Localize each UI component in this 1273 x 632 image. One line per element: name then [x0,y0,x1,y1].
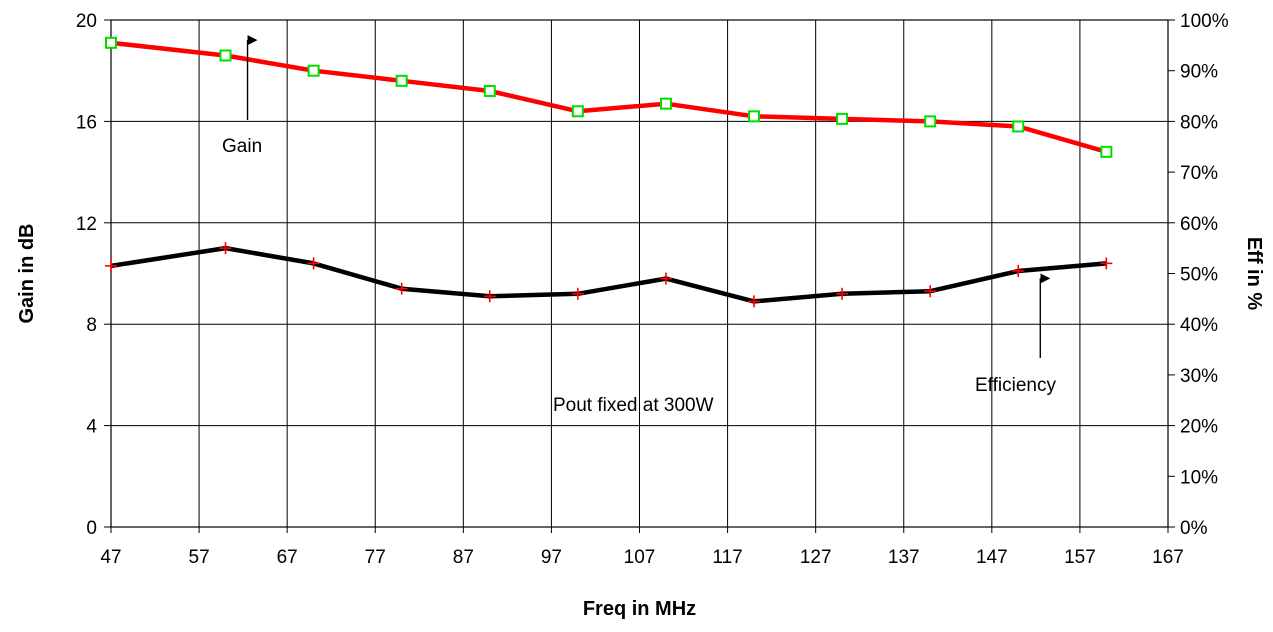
y2-tick-label: 20% [1180,417,1218,438]
axes [104,19,1175,533]
series-0-line [110,40,1107,154]
series-1-point [836,287,849,300]
x-tick-label: 117 [712,547,742,568]
y2-tick-label: 0% [1180,518,1208,539]
y2-tick-label: 90% [1180,62,1218,83]
series-1-point [571,287,584,300]
x-tick-label: 167 [1152,547,1184,568]
plot-frame [110,19,1169,528]
x-tick-label: 127 [800,547,832,568]
y2-tick-label: 60% [1180,214,1218,235]
series-1-point [483,290,496,303]
series-0-point [836,112,849,125]
y-tick-label: 20 [76,11,97,32]
series-0-point [307,64,320,77]
series-1-point [659,272,672,285]
series-1-point [105,259,117,272]
series-1-point [1100,257,1113,270]
series-0-point [1012,120,1025,133]
y2-tick-label: 30% [1180,366,1218,387]
series-0-point [659,97,672,110]
y2-tick-label: 10% [1180,467,1218,488]
series-1-line [110,245,1107,304]
y-tick-label: 12 [76,214,97,235]
x-tick-label: 47 [100,547,121,568]
y-axis-title: Gain in dB [16,224,38,324]
y2-axis-title: Eff in % [1243,237,1265,311]
series-1-point [395,282,408,295]
x-tick-label: 77 [365,547,386,568]
x-tick-label: 97 [541,547,562,568]
efficiency-annotation-label: Efficiency [975,375,1056,396]
series-0-point [924,115,937,128]
x-tick-label: 157 [1064,547,1096,568]
series-0-point [219,49,232,62]
x-tick-label: 147 [976,547,1008,568]
y-tick-label: 0 [86,518,97,539]
y2-tick-label: 80% [1180,112,1218,133]
x-tick-label: 57 [189,547,210,568]
series-1-point [748,295,761,308]
x-tick-label: 87 [453,547,474,568]
series-0-point [571,105,584,118]
series-0-point [395,74,408,87]
series-0-point [483,84,496,97]
y-tick-label: 8 [86,315,97,336]
series-layer [105,36,1113,308]
gain-annotation-label: Gain [222,136,262,157]
series-0-point [1100,145,1113,158]
series-0-point [748,110,761,123]
series-1-point [219,242,232,255]
tick-labels: 47 57 67 77 87 97 107 117 127 137 147 157 167 0 4 8 12 16… [76,11,1229,568]
annotations [246,35,1051,358]
x-tick-label: 107 [624,547,656,568]
y2-tick-label: 100% [1180,11,1229,32]
series-1-point [1012,264,1025,277]
series-1-point [924,285,937,298]
series-0-point [105,36,117,49]
x-axis-title: Freq in MHz [583,598,696,620]
y-tick-label: 16 [76,112,97,133]
x-tick-label: 67 [277,547,298,568]
y2-tick-label: 70% [1180,163,1218,184]
x-tick-label: 137 [888,547,920,568]
y2-tick-label: 50% [1180,265,1218,286]
y-tick-label: 4 [86,417,97,438]
y2-tick-label: 40% [1180,315,1218,336]
pout-annotation-label: Pout fixed at 300W [553,395,714,416]
series-1-point [307,257,320,270]
